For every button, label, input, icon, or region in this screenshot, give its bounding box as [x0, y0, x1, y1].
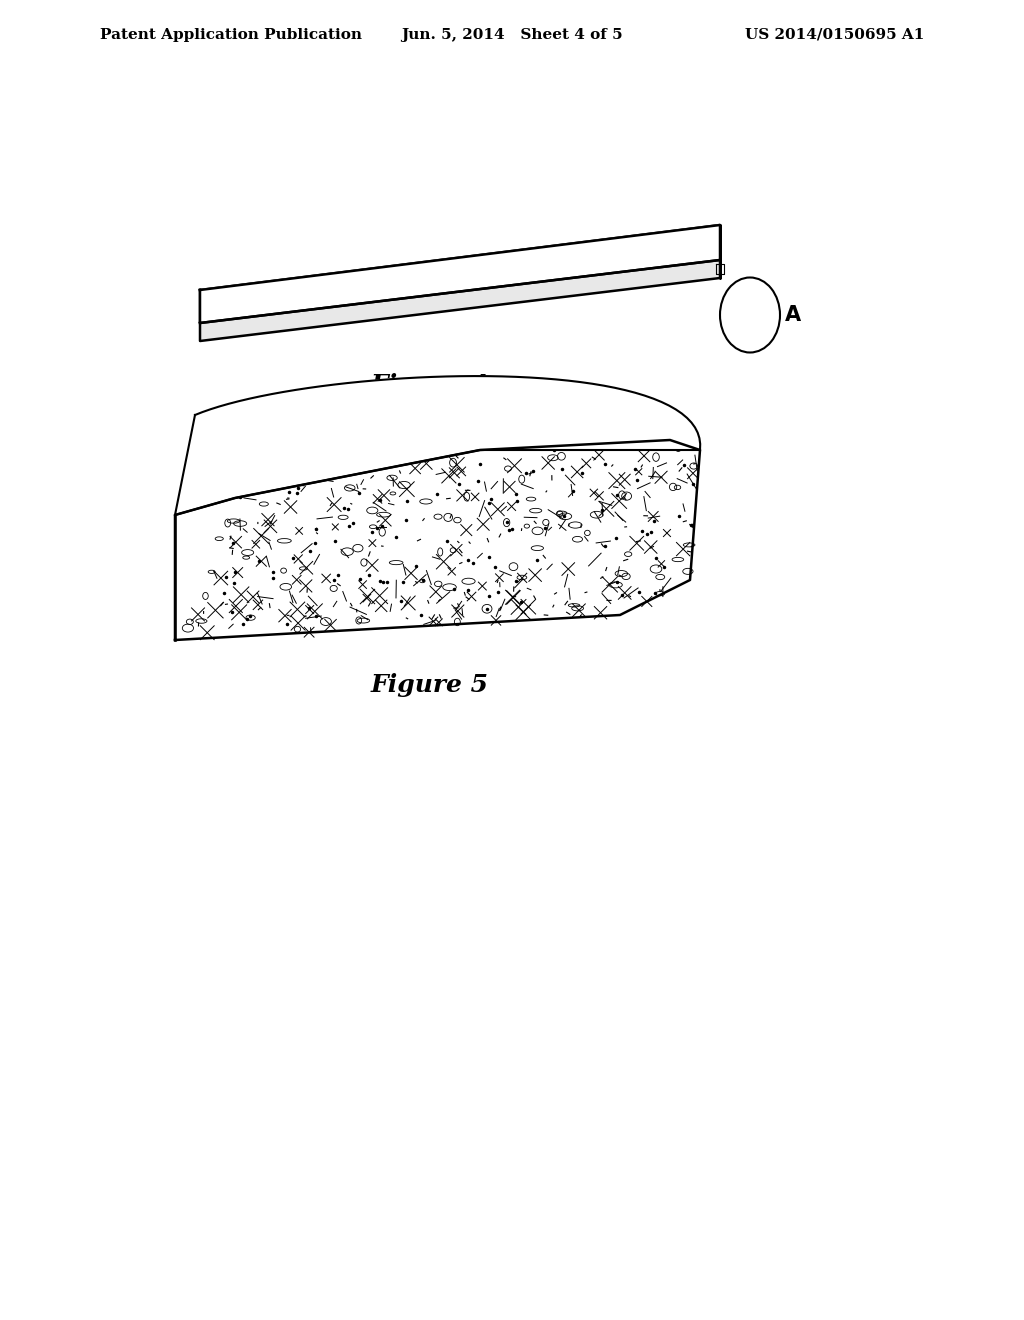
Polygon shape [200, 260, 720, 341]
Polygon shape [200, 224, 720, 323]
Text: Jun. 5, 2014   Sheet 4 of 5: Jun. 5, 2014 Sheet 4 of 5 [401, 28, 623, 42]
Polygon shape [175, 376, 700, 515]
Text: Figure 5: Figure 5 [371, 673, 489, 697]
Text: US 2014/0150695 A1: US 2014/0150695 A1 [744, 28, 924, 42]
Text: A: A [785, 305, 801, 325]
Text: Patent Application Publication: Patent Application Publication [100, 28, 362, 42]
Text: Figure 4: Figure 4 [371, 374, 489, 397]
Polygon shape [175, 440, 700, 640]
